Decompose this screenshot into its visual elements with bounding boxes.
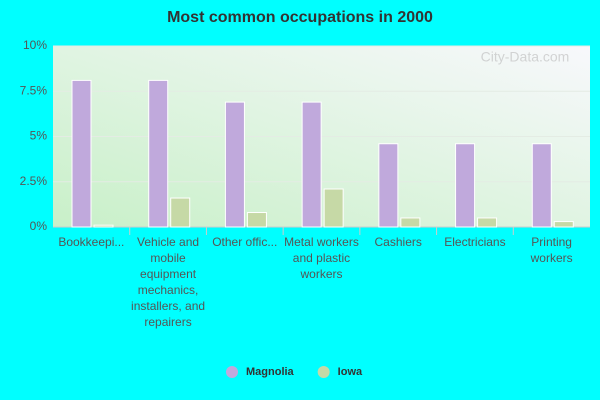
bar — [170, 197, 191, 228]
x-tick-label: Metal workers and plastic workers — [284, 235, 359, 281]
x-tick-label-box: Metal workers and plastic workers — [284, 235, 359, 281]
x-tick-label: Electricians — [444, 235, 506, 249]
bar — [553, 221, 574, 228]
x-tick-label-box: Other offic... — [212, 235, 278, 249]
bar — [71, 79, 92, 228]
bar — [148, 79, 169, 228]
bar — [477, 217, 498, 228]
bar — [224, 101, 245, 228]
x-tick-label-box: Vehicle and mobile equipment mechanics, … — [131, 235, 206, 329]
x-tick-label: Bookkeepi... — [58, 235, 125, 249]
y-tick-label: 5% — [30, 129, 48, 143]
legend-label: Iowa — [338, 366, 363, 378]
bar — [400, 217, 421, 228]
y-tick-label: 0% — [30, 219, 48, 233]
legend-label: Magnolia — [246, 366, 295, 378]
y-tick-label: 10% — [23, 38, 47, 52]
x-tick-label: Cashiers — [374, 235, 422, 249]
x-tick-label: Vehicle and mobile equipment mechanics, … — [131, 235, 206, 329]
bar — [246, 212, 267, 228]
bar — [455, 143, 476, 228]
y-tick-label: 2.5% — [20, 174, 48, 188]
y-tick-label: 7.5% — [20, 83, 48, 97]
x-tick-label-box: Printing workers — [530, 235, 573, 265]
bar — [531, 143, 552, 228]
x-tick-label: Other offic... — [212, 235, 278, 249]
x-tick-label-box: Bookkeepi... — [58, 235, 125, 249]
legend-marker — [226, 366, 238, 378]
bar — [93, 224, 114, 228]
x-tick-label-box: Cashiers — [374, 235, 422, 249]
bar — [301, 101, 322, 228]
x-tick-label-box: Electricians — [444, 235, 506, 249]
chart-title: Most common occupations in 2000 — [167, 9, 433, 26]
bar — [378, 143, 399, 228]
legend-marker — [317, 366, 330, 378]
bar — [323, 188, 344, 228]
x-tick-label: Printing workers — [530, 235, 573, 265]
watermark: City-Data.com — [481, 49, 570, 65]
